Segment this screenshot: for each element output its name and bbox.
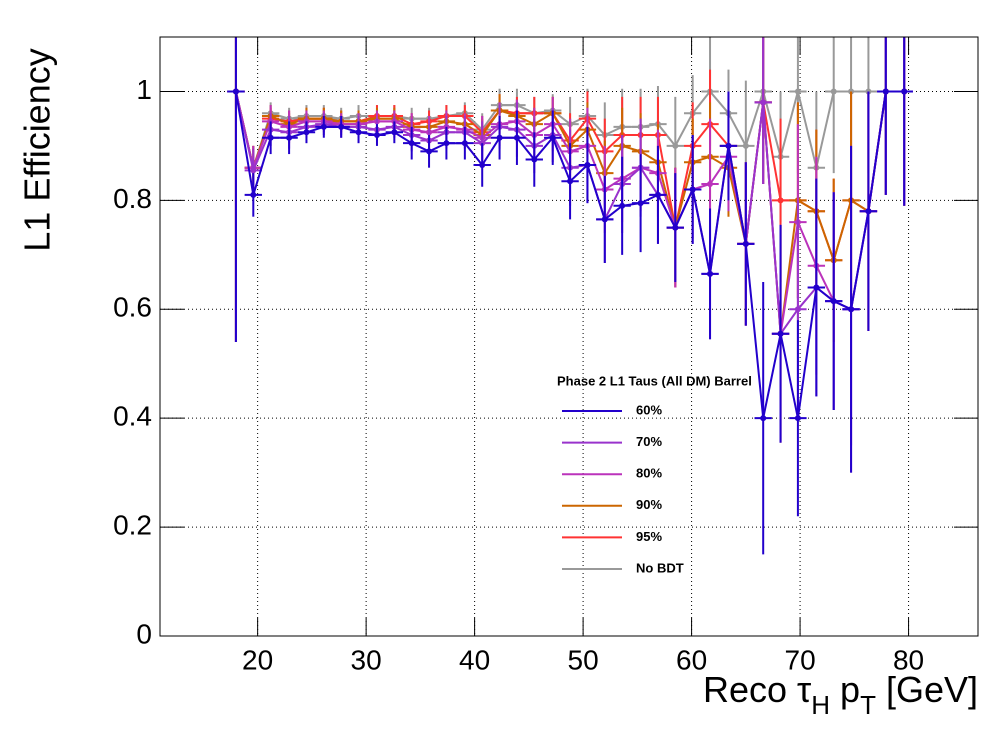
marker xyxy=(391,129,398,136)
x-tick-label: 20 xyxy=(242,644,273,675)
y-tick-label: 0 xyxy=(136,618,152,649)
x-tick-label: 80 xyxy=(893,644,924,675)
marker xyxy=(479,161,486,168)
x-tick-label: 40 xyxy=(459,644,490,675)
marker xyxy=(426,148,433,155)
marker xyxy=(794,306,801,313)
marker xyxy=(355,129,362,136)
y-tick-label: 0.2 xyxy=(113,509,152,540)
y-tick-label: 0.8 xyxy=(113,183,152,214)
y-tick-label: 1 xyxy=(136,74,152,105)
axes: 20 30 40 50 60 70 80 0 0.2 0.4 0.6 0.8 1 xyxy=(113,37,978,675)
x-axis-title-part: T xyxy=(860,690,876,720)
marker xyxy=(443,140,450,147)
legend-title: Phase 2 L1 Taus (All DM) Barrel xyxy=(557,373,752,388)
marker xyxy=(794,88,801,95)
marker xyxy=(725,142,732,149)
marker xyxy=(549,134,556,141)
marker xyxy=(601,216,608,223)
x-tick-label: 70 xyxy=(785,644,816,675)
x-tick-label: 50 xyxy=(568,644,599,675)
marker xyxy=(742,142,749,149)
marker xyxy=(286,134,293,141)
marker xyxy=(707,270,714,277)
marker xyxy=(584,161,591,168)
marker xyxy=(338,123,345,130)
marker xyxy=(830,298,837,305)
marker xyxy=(794,415,801,422)
marker xyxy=(531,156,538,163)
series xyxy=(227,37,913,555)
plot-data xyxy=(227,37,913,555)
x-axis-title-part: p xyxy=(830,669,860,710)
y-axis-title: L1 Efficiency xyxy=(17,48,58,251)
y-tick-label: 0.4 xyxy=(113,401,152,432)
legend-label: 90% xyxy=(636,497,662,512)
marker xyxy=(882,88,889,95)
marker xyxy=(865,208,872,215)
frame xyxy=(159,36,979,637)
marker xyxy=(672,142,679,149)
marker xyxy=(760,99,767,106)
marker xyxy=(250,191,257,198)
marker xyxy=(707,181,714,188)
y-tick-label: 0.6 xyxy=(113,292,152,323)
marker xyxy=(373,132,380,139)
marker xyxy=(901,88,908,95)
marker xyxy=(742,240,749,247)
marker xyxy=(303,129,310,136)
marker xyxy=(777,330,784,337)
x-axis-title: Reco τH pT [GeV] xyxy=(703,669,978,720)
x-axis-title-part: [GeV] xyxy=(876,669,978,710)
legend-label: 60% xyxy=(636,402,662,417)
marker xyxy=(496,134,503,141)
marker xyxy=(250,167,257,174)
x-axis-title-part: Reco τ xyxy=(703,669,811,710)
marker xyxy=(619,202,626,209)
legend-label: 80% xyxy=(636,466,662,481)
x-tick-label: 30 xyxy=(351,644,382,675)
marker xyxy=(654,191,661,198)
marker xyxy=(830,88,837,95)
marker xyxy=(637,200,644,207)
legend-label: 70% xyxy=(636,434,662,449)
x-axis-title-part: H xyxy=(811,690,830,720)
legend-label: 95% xyxy=(636,529,662,544)
legend: Phase 2 L1 Taus (All DM) Barrel 60% 70% 80%… xyxy=(557,373,752,575)
x-tick-label: 60 xyxy=(676,644,707,675)
marker xyxy=(672,224,679,231)
marker xyxy=(813,284,820,291)
marker xyxy=(320,123,327,130)
marker xyxy=(760,415,767,422)
marker xyxy=(408,140,415,147)
marker xyxy=(232,88,239,95)
marker xyxy=(267,134,274,141)
marker xyxy=(848,306,855,313)
marker xyxy=(513,134,520,141)
marker xyxy=(461,140,468,147)
marker xyxy=(777,197,784,204)
marker xyxy=(567,178,574,185)
legend-label: No BDT xyxy=(636,560,684,575)
marker xyxy=(689,186,696,193)
